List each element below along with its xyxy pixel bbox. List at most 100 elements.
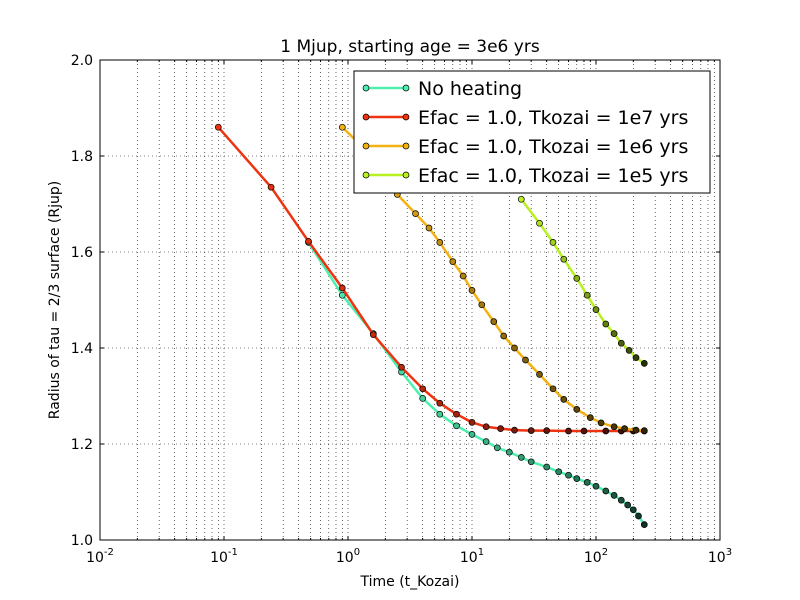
- data-point: [632, 354, 640, 361]
- data-point: [436, 239, 444, 246]
- data-point: [517, 195, 525, 203]
- data-point: [369, 331, 377, 338]
- data-point: [560, 255, 568, 263]
- x-tick-exponent: 3: [726, 547, 732, 558]
- x-tick-base: 10: [210, 550, 228, 566]
- data-point: [398, 363, 405, 371]
- legend-entry: No heating: [362, 78, 522, 100]
- y-tick-label: 1.6: [71, 245, 93, 261]
- data-point: [610, 492, 618, 499]
- legend-entry: Efac = 1.0, Tkozai = 1e6 yrs: [362, 136, 688, 158]
- legend-marker: [362, 113, 370, 121]
- data-point: [468, 419, 476, 426]
- chart-title: 1 Mjup, starting age = 3e6 yrs: [280, 37, 540, 57]
- series-group: [214, 123, 648, 528]
- series-1: [305, 239, 648, 528]
- x-tick-label: 102: [584, 547, 608, 566]
- data-point: [536, 371, 543, 378]
- data-point: [610, 423, 618, 431]
- data-point: [583, 479, 591, 486]
- data-point: [624, 501, 632, 509]
- data-point: [565, 427, 572, 435]
- x-tick-base: 10: [708, 550, 726, 566]
- series-3: [338, 123, 648, 434]
- x-tick-exponent: -1: [228, 547, 238, 558]
- legend-label: Efac = 1.0, Tkozai = 1e6 yrs: [418, 136, 688, 158]
- data-point: [536, 219, 543, 227]
- legend: No heating Efac = 1.0, Tkozai = 1e7 yrs Ef…: [353, 70, 711, 194]
- grid-lines: [100, 60, 720, 540]
- data-point: [602, 320, 610, 328]
- data-point: [505, 448, 513, 456]
- x-tick-exponent: -2: [104, 547, 114, 558]
- data-point: [617, 339, 625, 347]
- data-point: [597, 419, 605, 427]
- x-axis-label: Time (t_Kozai): [360, 574, 460, 590]
- data-point: [459, 272, 467, 280]
- data-point: [640, 427, 648, 434]
- data-point: [425, 224, 433, 232]
- data-point: [468, 287, 476, 294]
- data-point: [565, 471, 572, 479]
- data-point: [543, 463, 551, 471]
- legend-entry: Efac = 1.0, Tkozai = 1e5 yrs: [362, 165, 688, 187]
- data-point: [580, 427, 588, 435]
- legend-marker: [362, 84, 370, 92]
- data-point: [493, 444, 501, 452]
- x-tick-base: 10: [336, 550, 354, 566]
- x-tick-exponent: 2: [602, 547, 608, 558]
- y-tick-label: 2.0: [71, 53, 93, 69]
- data-point: [338, 291, 346, 299]
- data-point: [468, 431, 476, 438]
- x-tick-exponent: 1: [478, 547, 484, 558]
- data-point: [543, 427, 551, 434]
- data-point: [632, 426, 640, 434]
- x-tick-base: 10: [584, 550, 602, 566]
- data-point: [560, 396, 568, 403]
- plot-frame: [99, 59, 721, 541]
- data-point: [640, 360, 648, 367]
- data-point: [305, 238, 312, 245]
- data-point: [610, 330, 618, 337]
- data-point: [497, 425, 504, 432]
- x-tick-base: 10: [86, 550, 104, 566]
- data-point: [592, 306, 600, 313]
- data-point: [592, 482, 600, 490]
- data-point: [625, 347, 633, 354]
- data-point: [419, 385, 427, 393]
- x-tick-base: 10: [460, 550, 478, 566]
- data-point: [478, 301, 486, 309]
- legend-marker: [362, 142, 370, 150]
- legend-marker: [362, 171, 370, 179]
- legend-marker: [402, 171, 410, 179]
- data-point: [267, 183, 275, 191]
- data-point: [617, 496, 625, 504]
- y-tick-label: 1.0: [71, 533, 93, 549]
- legend-marker: [402, 113, 410, 121]
- x-tick-label: 100: [336, 547, 360, 566]
- data-point: [419, 395, 427, 402]
- data-point: [511, 344, 518, 352]
- data-point: [338, 284, 346, 292]
- x-tick-exponent: 0: [354, 547, 360, 558]
- y-tick-label: 1.8: [71, 149, 93, 165]
- legend-label: Efac = 1.0, Tkozai = 1e5 yrs: [418, 165, 688, 187]
- data-point: [621, 425, 628, 432]
- data-point: [482, 423, 490, 431]
- data-point: [449, 258, 457, 265]
- data-point: [214, 123, 222, 131]
- legend-entry: Efac = 1.0, Tkozai = 1e7 yrs: [362, 107, 688, 129]
- data-point: [602, 427, 610, 435]
- data-point: [549, 385, 557, 393]
- data-point: [527, 427, 535, 434]
- data-point: [586, 414, 594, 421]
- data-point: [436, 399, 444, 407]
- data-point: [573, 275, 581, 282]
- data-point: [602, 487, 610, 495]
- data-point: [583, 291, 591, 299]
- data-point: [453, 422, 460, 430]
- x-tick-label: 103: [708, 547, 732, 566]
- data-point: [490, 318, 498, 325]
- y-tick-label: 1.4: [71, 341, 93, 357]
- data-point: [573, 406, 581, 413]
